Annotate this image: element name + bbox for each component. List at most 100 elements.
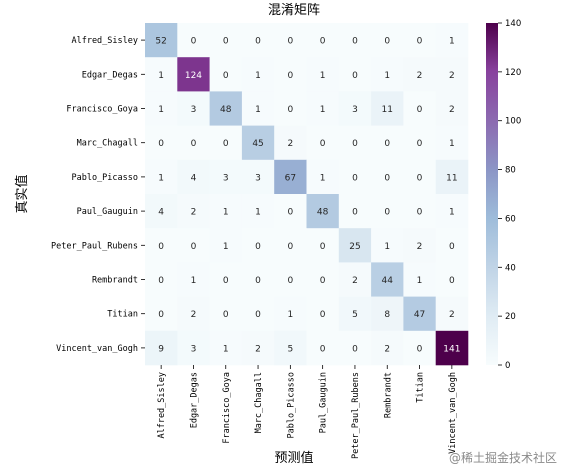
cell-value-label: 0 xyxy=(352,71,358,81)
cell-value-label: 0 xyxy=(255,276,261,286)
y-tick-label: Francisco_Goya xyxy=(66,105,138,115)
cell-value-label: 0 xyxy=(287,208,293,218)
cell-value-label: 0 xyxy=(320,344,326,354)
heatmap-cell xyxy=(371,262,404,297)
cell-value-label: 0 xyxy=(255,310,261,320)
heatmap-cell xyxy=(177,330,210,366)
heatmap-cell xyxy=(177,125,210,161)
heatmap-cell xyxy=(241,57,275,92)
y-tick-label: Vincent_van_Gogh xyxy=(56,344,138,354)
heatmap-cell xyxy=(306,23,340,58)
cell-value-label: 0 xyxy=(417,139,423,149)
cell-value-label: 2 xyxy=(417,242,423,252)
cell-value-label: 1 xyxy=(223,344,229,354)
heatmap-cell xyxy=(435,228,469,263)
heatmap-cell xyxy=(338,23,372,58)
cell-value-label: 0 xyxy=(352,173,358,183)
x-tick-label: Titian xyxy=(416,372,426,403)
heatmap-cell xyxy=(274,91,307,126)
heatmap-cell xyxy=(241,262,275,297)
heatmap-cell xyxy=(306,194,340,229)
cell-value-label: 0 xyxy=(352,344,358,354)
cell-value-label: 0 xyxy=(384,37,390,47)
cell-value-label: 0 xyxy=(158,276,164,286)
heatmap-cell xyxy=(371,228,404,263)
colorbar-tick-label: 120 xyxy=(505,68,521,78)
heatmap-cell xyxy=(338,228,372,263)
x-tick-label: Francisco_Goya xyxy=(222,372,232,444)
colorbar-tick-label: 140 xyxy=(505,19,521,29)
cell-value-label: 1 xyxy=(191,276,197,286)
cell-value-label: 0 xyxy=(320,242,326,252)
cell-value-label: 1 xyxy=(449,208,455,218)
cell-value-label: 0 xyxy=(352,208,358,218)
cell-value-label: 1 xyxy=(255,105,261,115)
heatmap-cell xyxy=(371,23,404,58)
heatmap-cell xyxy=(403,91,436,126)
heatmap-cell xyxy=(241,159,275,195)
cell-value-label: 0 xyxy=(158,242,164,252)
cell-value-label: 0 xyxy=(191,139,197,149)
heatmap-cell xyxy=(338,57,372,92)
cell-value-label: 0 xyxy=(255,242,261,252)
heatmap-cell xyxy=(241,125,275,161)
cell-value-label: 5 xyxy=(287,344,293,354)
heatmap-cell xyxy=(338,296,372,332)
y-axis-label: 真实值 xyxy=(14,174,30,213)
heatmap-cell xyxy=(209,91,243,126)
heatmap-cell xyxy=(209,23,243,58)
y-tick-label: Marc_Chagall xyxy=(77,139,138,149)
heatmap-cell xyxy=(241,228,275,263)
heatmap-cell xyxy=(435,57,469,92)
colorbar-tick-label: 100 xyxy=(505,117,521,127)
heatmap-cell xyxy=(371,91,404,126)
heatmap-cell xyxy=(241,23,275,58)
cell-value-label: 1 xyxy=(320,71,326,81)
cell-value-label: 0 xyxy=(287,242,293,252)
heatmap-cell xyxy=(177,262,210,297)
cell-value-label: 1 xyxy=(320,105,326,115)
cell-value-label: 141 xyxy=(443,344,460,354)
heatmap-cell xyxy=(274,159,307,195)
cell-value-label: 1 xyxy=(417,276,423,286)
heatmap-cell xyxy=(403,262,436,297)
cell-value-label: 124 xyxy=(185,71,202,81)
heatmap-cell xyxy=(306,262,340,297)
cell-value-label: 2 xyxy=(191,208,197,218)
cell-value-label: 1 xyxy=(223,208,229,218)
heatmap-cell xyxy=(306,228,340,263)
cell-value-label: 0 xyxy=(417,208,423,218)
heatmap-cell xyxy=(177,91,210,126)
cell-value-label: 0 xyxy=(384,173,390,183)
cell-value-label: 1 xyxy=(449,139,455,149)
cell-value-label: 0 xyxy=(287,276,293,286)
colorbar-tick-label: 80 xyxy=(505,166,516,176)
heatmap-cell xyxy=(274,194,307,229)
heatmap-cell xyxy=(403,125,436,161)
heatmap-cell xyxy=(241,296,275,332)
x-tick-label: Alfred_Sisley xyxy=(157,372,167,439)
cell-value-label: 1 xyxy=(320,173,326,183)
heatmap-cell xyxy=(209,330,243,366)
cell-value-label: 1 xyxy=(287,310,293,320)
heatmap-cell xyxy=(435,23,469,58)
cell-value-label: 2 xyxy=(384,344,390,354)
heatmap-cell xyxy=(306,330,340,366)
heatmap-cell xyxy=(145,91,178,126)
cell-value-label: 2 xyxy=(352,276,358,286)
cell-value-label: 25 xyxy=(349,242,360,252)
cell-value-label: 48 xyxy=(317,208,329,218)
heatmap-cell xyxy=(145,296,178,332)
heatmap-cell xyxy=(145,23,178,58)
colorbar-tick-label: 40 xyxy=(505,263,516,273)
y-tick-label: Paul_Gauguin xyxy=(77,207,138,217)
cell-value-label: 1 xyxy=(158,173,164,183)
y-tick-label: Pablo_Picasso xyxy=(71,173,138,183)
heatmap-cell xyxy=(403,296,436,332)
heatmap-cell xyxy=(435,262,469,297)
cell-value-label: 0 xyxy=(417,105,423,115)
heatmap-cell xyxy=(306,91,340,126)
heatmap-cell xyxy=(338,330,372,366)
heatmap-cell xyxy=(145,125,178,161)
cell-value-label: 1 xyxy=(449,37,455,47)
